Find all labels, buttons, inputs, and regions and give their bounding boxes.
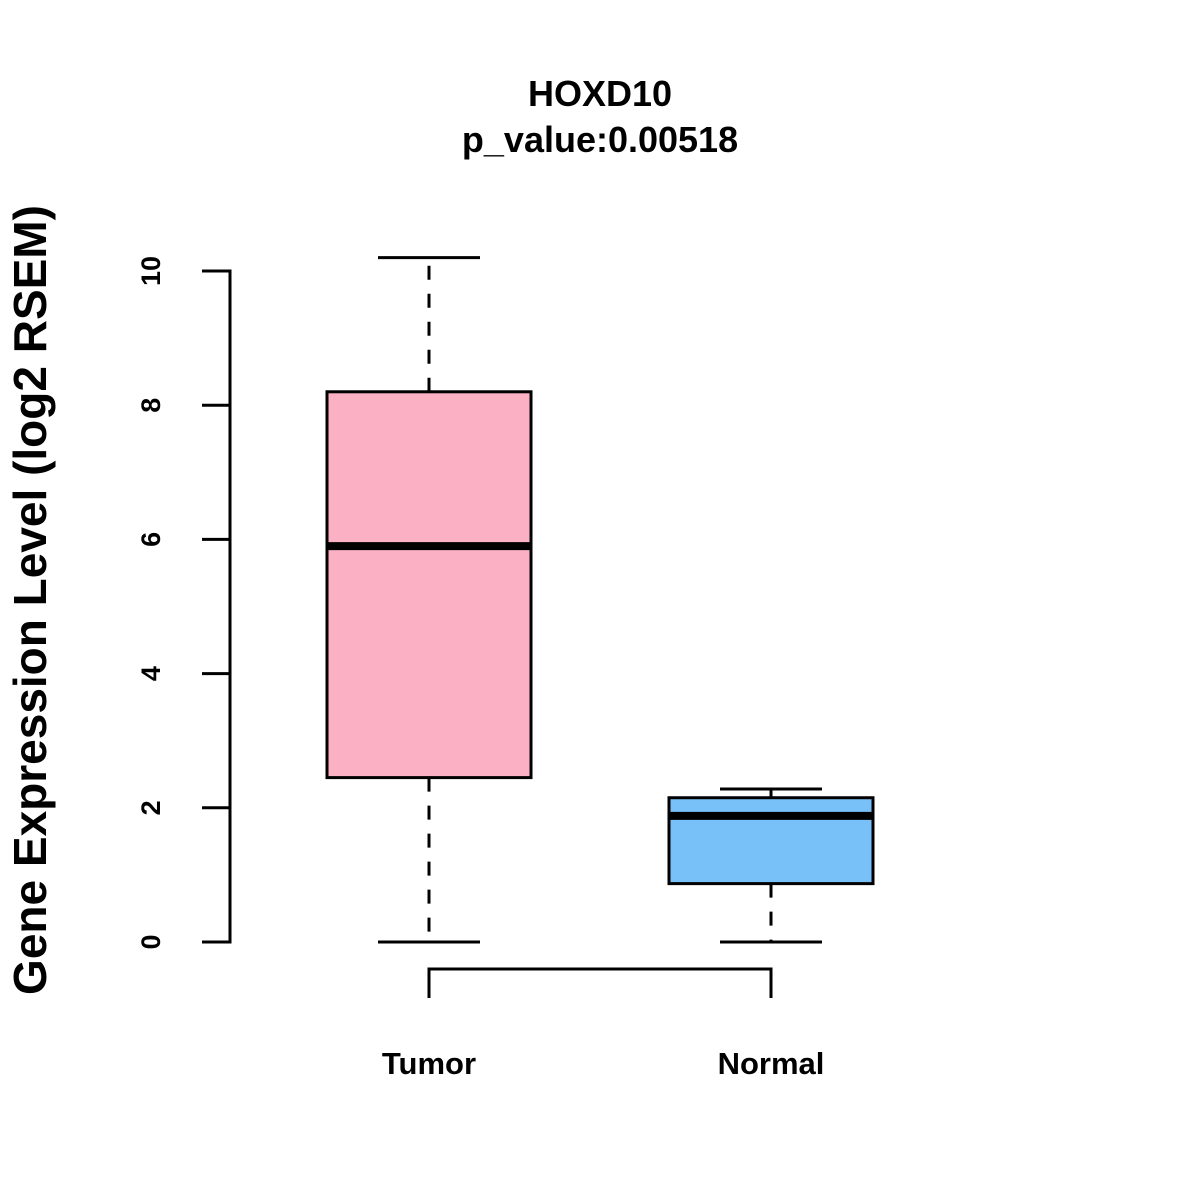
chart-subtitle: p_value:0.00518 [462, 119, 738, 160]
category-labels: Tumor Normal [382, 1046, 824, 1081]
y-tick-label: 0 [136, 934, 166, 949]
y-tick-label: 10 [136, 256, 166, 286]
category-label: Tumor [382, 1046, 476, 1081]
y-tick-label: 8 [136, 398, 166, 413]
box-series [325, 256, 875, 944]
iqr-box [325, 390, 533, 780]
box-tumor [325, 256, 533, 944]
box-normal [667, 787, 875, 944]
y-tick-label: 2 [136, 800, 166, 815]
chart-title: HOXD10 [528, 73, 672, 114]
category-label: Normal [718, 1046, 825, 1081]
comparison-bracket [427, 967, 773, 998]
y-tick-label: 4 [136, 666, 166, 681]
bracket-line [427, 967, 773, 998]
y-axis-label: Gene Expression Level (log2 RSEM) [4, 205, 56, 995]
iqr-box [667, 796, 875, 886]
y-axis: 0 2 4 6 8 10 [136, 256, 232, 950]
y-tick-label: 6 [136, 532, 166, 547]
